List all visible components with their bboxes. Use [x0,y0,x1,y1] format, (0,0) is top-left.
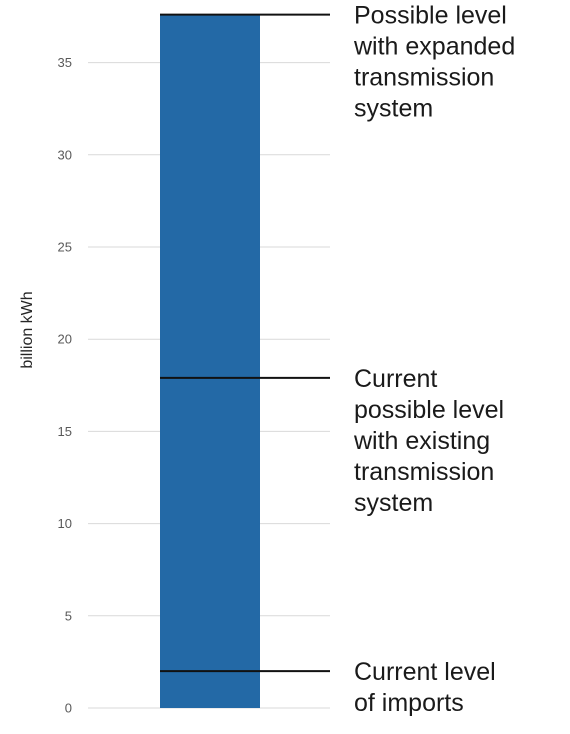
y-tick-label: 5 [65,608,72,623]
bar [160,14,260,708]
annotation-line: Current level [354,658,496,686]
y-tick-label: 35 [58,55,72,70]
y-tick-label: 0 [65,701,72,716]
annotation-line: system [354,489,433,517]
annotation-layer: Possible level with expanded transmission s… [353,2,515,717]
y-tick-label: 25 [58,240,72,255]
annotation-line: with existing [353,427,490,455]
y-tick-label: 15 [58,424,72,439]
annotation-line: transmission [354,64,494,92]
y-tick-labels: 0 5 10 15 20 25 30 35 [58,55,72,715]
bar-layer [160,14,260,708]
marker-layer [160,13,330,673]
annotation-line: with expanded [353,33,515,61]
annotation-line: of imports [354,689,464,717]
annotation-label: Current level of imports [354,658,496,717]
annotation-line: transmission [354,458,494,486]
annotation-line: Current [354,365,437,393]
y-axis-label: billion kWh [19,291,36,368]
y-tick-label: 30 [58,147,72,162]
annotation-line: system [354,95,433,123]
y-tick-label: 20 [58,332,72,347]
annotation-line: Possible level [354,2,507,30]
annotation-label: Current possible level with existing transm… [353,365,504,517]
annotation-label: Possible level with expanded transmission s… [353,2,515,123]
y-tick-label: 10 [58,516,72,531]
annotation-line: possible level [354,396,504,424]
